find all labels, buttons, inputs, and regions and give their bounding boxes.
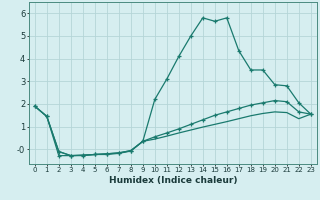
X-axis label: Humidex (Indice chaleur): Humidex (Indice chaleur) bbox=[108, 176, 237, 185]
